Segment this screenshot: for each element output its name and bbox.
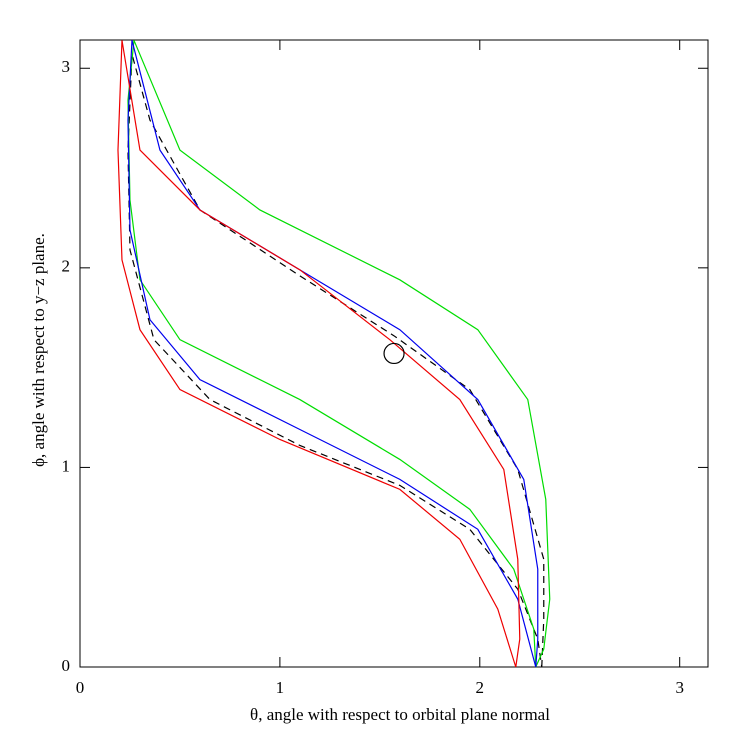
y-axis-label: ϕ, angle with respect to y−z plane. [29,233,48,467]
y-tick-label: 0 [62,656,71,675]
curve [127,40,539,668]
x-axis-label: θ, angle with respect to orbital plane n… [250,705,550,724]
x-tick-label: 3 [675,678,684,697]
y-tick-label: 2 [62,257,71,276]
y-tick-label: 1 [62,456,71,475]
x-tick-label: 0 [76,678,85,697]
point-marker [383,342,405,365]
curve [127,40,551,668]
curve [127,54,545,668]
y-tick-label: 3 [62,57,71,76]
curve [117,40,521,668]
x-tick-label: 2 [476,678,485,697]
plot-frame [79,39,709,668]
x-tick-label: 1 [276,678,285,697]
